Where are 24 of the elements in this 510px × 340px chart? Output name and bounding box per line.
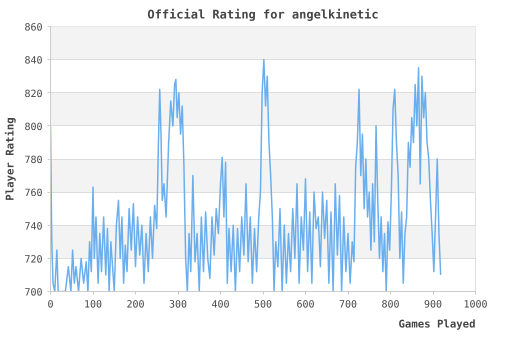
y-tick-label: 740	[24, 221, 42, 232]
x-tick-label: 900	[424, 300, 442, 310]
line-series	[50, 58, 442, 292]
y-tick-label: 720	[24, 254, 42, 266]
y-tick-label: 780	[24, 155, 42, 166]
y-tick-label: 860	[24, 22, 42, 34]
y-axis-title: Player Rating	[3, 117, 16, 201]
x-tick-label: 200	[126, 300, 145, 310]
y-tick-label: 820	[24, 88, 42, 100]
x-tick-label: 700	[338, 300, 358, 310]
x-tick-label: 300	[168, 300, 188, 310]
x-tick-label: 800	[381, 300, 400, 310]
x-axis-title: Games Played	[398, 318, 476, 330]
x-tick-label: 600	[296, 300, 315, 310]
x-tick-label: 0	[47, 300, 54, 310]
y-tick-label: 800	[24, 122, 42, 133]
chart-title: Official Rating for angelkinetic	[147, 8, 379, 22]
y-tick-label: 760	[24, 188, 42, 200]
y-tick-label: 700	[24, 288, 42, 298]
x-tick-label: 400	[211, 300, 230, 310]
x-tick-label: 500	[254, 300, 272, 310]
x-tick-label: 100	[84, 300, 102, 310]
y-tick-label: 840	[24, 56, 42, 67]
x-tick-label: 1000	[463, 300, 488, 310]
